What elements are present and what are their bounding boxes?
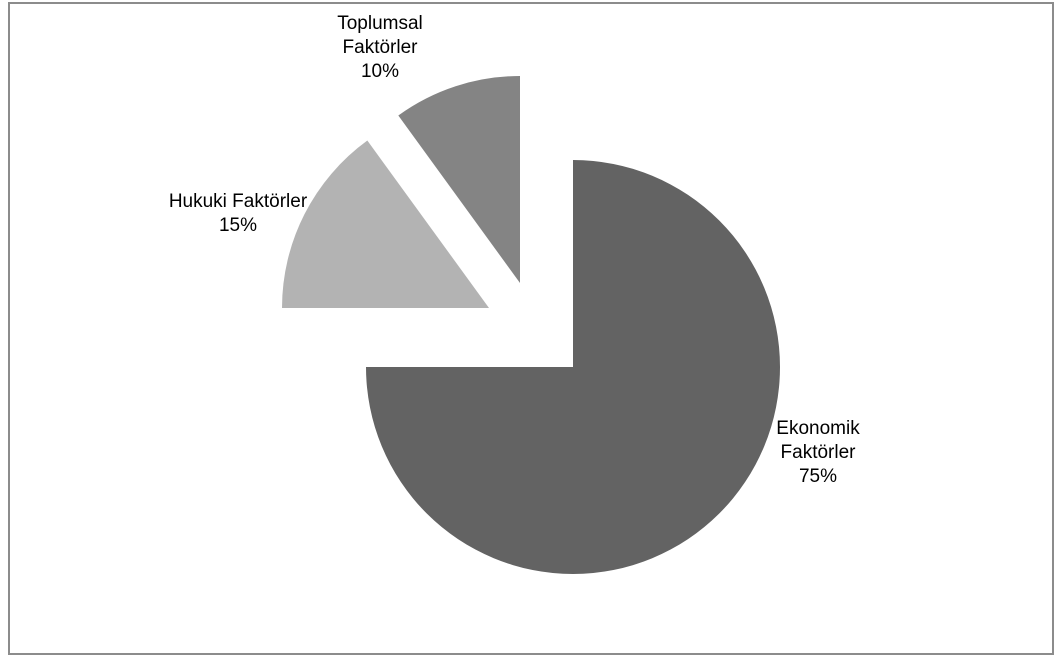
pie-slice-3 [398, 76, 520, 283]
slice-label-2: Hukuki Faktörler 15% [169, 191, 308, 236]
slice-name-line: Faktörler [343, 37, 419, 58]
slice-name-line: Faktörler [781, 442, 857, 463]
slice-label-1: Ekonomik Faktörler 75% [776, 418, 860, 487]
slice-name-line: Toplumsal [337, 13, 423, 34]
slice-name-line: Hukuki Faktörler [169, 191, 308, 212]
pie-slice-1 [366, 160, 780, 574]
slice-percent: 10% [361, 61, 399, 82]
slice-label-3: Toplumsal Faktörler 10% [337, 13, 423, 82]
slice-name-line: Ekonomik [776, 418, 860, 439]
pie-slices [282, 76, 780, 574]
slice-percent: 15% [219, 215, 257, 236]
pie-slice-2 [282, 140, 489, 308]
pie-labels: Ekonomik Faktörler 75% Hukuki Faktörler 15% T… [169, 13, 860, 487]
slice-percent: 75% [799, 466, 837, 487]
